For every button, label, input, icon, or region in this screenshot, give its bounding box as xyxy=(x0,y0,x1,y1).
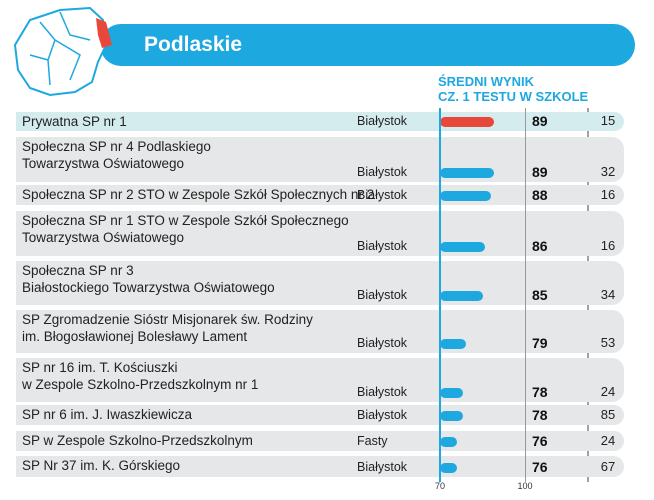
school-name: SP w Zespole Szkolno-Przedszkolnym xyxy=(22,433,253,448)
map-borders xyxy=(29,11,91,86)
tick-line xyxy=(439,108,441,482)
rank: 15 xyxy=(600,113,616,128)
row-bg xyxy=(16,456,624,477)
rank: 24 xyxy=(600,384,616,399)
axis-title-line: ŚREDNI WYNIK xyxy=(438,74,535,89)
rank: 16 xyxy=(600,238,616,253)
axis-title-line: CZ. 1 TESTU W SZKOLE xyxy=(438,89,589,104)
row-bg xyxy=(16,431,624,451)
school-name: Społeczna SP nr 3 Białostockiego Towarzy… xyxy=(22,263,275,295)
city: Białystok xyxy=(357,460,408,474)
map xyxy=(13,6,108,97)
tick-line xyxy=(524,108,526,482)
school-name: SP nr 16 im. T. Kościuszki w Zespole Szk… xyxy=(22,360,259,392)
city: Białystok xyxy=(357,114,408,128)
row-bg xyxy=(16,137,624,182)
school-name: SP Nr 37 im. K. Górskiego xyxy=(22,458,181,473)
value-label: 76 xyxy=(532,459,548,475)
city: Białystok xyxy=(357,288,408,302)
bar xyxy=(440,411,463,421)
map-region xyxy=(96,18,112,48)
city: Białystok xyxy=(357,239,408,253)
value-label: 86 xyxy=(532,238,548,254)
value-label: 85 xyxy=(532,287,548,303)
rank: 16 xyxy=(600,187,616,202)
bar xyxy=(440,339,466,349)
school-name: SP Zgromadzenie Sióstr Misjonarek św. Ro… xyxy=(22,312,313,344)
value-label: 89 xyxy=(532,113,548,129)
rank: 85 xyxy=(600,407,616,422)
value-label: 78 xyxy=(532,384,548,400)
city: Białystok xyxy=(357,188,408,202)
bar xyxy=(440,291,483,301)
bar xyxy=(440,463,457,473)
school-name: Społeczna SP nr 1 STO w Zespole Szkół Sp… xyxy=(22,213,349,245)
value-axis-title: ŚREDNI WYNIK CZ. 1 TESTU W SZKOLE xyxy=(438,74,588,104)
bar xyxy=(440,117,494,127)
school-name: Prywatna SP nr 1 xyxy=(22,114,127,129)
bar xyxy=(440,242,486,252)
city: Białystok xyxy=(357,408,408,422)
banner xyxy=(100,24,635,66)
school-name: Społeczna SP nr 4 Podlaskiego Towarzystw… xyxy=(22,139,211,171)
value-label: 88 xyxy=(532,187,548,203)
rank: 32 xyxy=(600,164,616,179)
value-label: 78 xyxy=(532,407,548,423)
x-tick-label: 70 xyxy=(434,481,445,491)
school-name: SP nr 6 im. J. Iwaszkiewicza xyxy=(22,407,193,422)
value-label: 79 xyxy=(532,335,548,351)
city: Białystok xyxy=(357,336,408,350)
value-label: 76 xyxy=(532,433,548,449)
school-name: Społeczna SP nr 2 STO w Zespole Szkół Sp… xyxy=(22,187,375,202)
bar xyxy=(440,388,463,398)
x-tick-label: 100 xyxy=(517,481,533,491)
row-bg xyxy=(16,358,624,402)
city: Białystok xyxy=(357,385,408,399)
rank: 34 xyxy=(600,287,616,302)
rank: 53 xyxy=(600,335,616,350)
row-bg xyxy=(16,405,624,425)
row-bg xyxy=(16,211,624,256)
row-bg xyxy=(16,261,624,305)
city: Białystok xyxy=(357,165,408,179)
title: Podlaskie xyxy=(144,33,243,56)
city: Fasty xyxy=(357,434,388,448)
rank: 67 xyxy=(600,459,616,474)
row-bg xyxy=(16,310,624,353)
bar xyxy=(440,191,491,201)
bar xyxy=(440,437,457,447)
value-label: 89 xyxy=(532,164,548,180)
bar xyxy=(440,168,494,178)
rank: 24 xyxy=(600,433,616,448)
